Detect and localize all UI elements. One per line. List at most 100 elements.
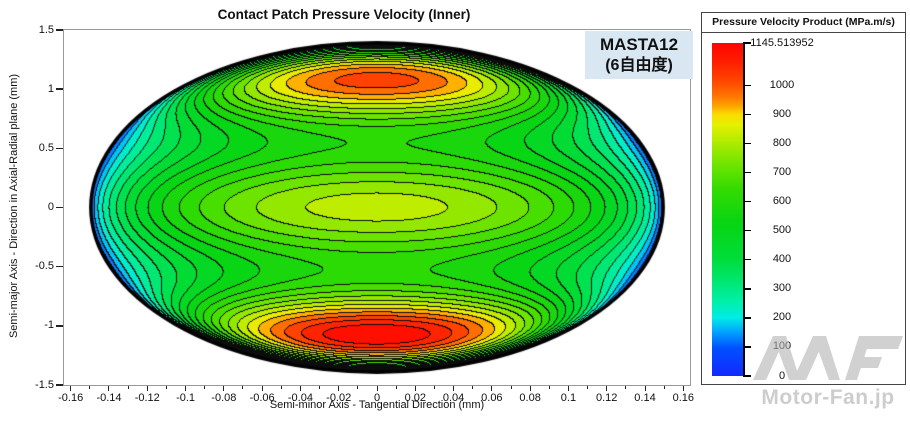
colorbar-tick [744, 229, 751, 232]
x-axis-tick-label: -0.08 [211, 392, 237, 404]
colorbar-tick-label: 0 [778, 369, 786, 382]
x-axis-tick-label: 0.06 [481, 392, 503, 404]
y-axis-tick-label: -0.5 [35, 260, 54, 273]
x-axis-tick [223, 386, 225, 391]
x-axis-tick-label: -0.02 [326, 392, 352, 404]
x-axis-minor-tick [127, 386, 129, 389]
x-axis-tick [146, 386, 148, 391]
colorbar-tick-label: 1145.513952 [750, 36, 814, 49]
x-axis-minor-tick [472, 386, 474, 389]
colorbar-gradient [712, 43, 743, 376]
y-axis-tick [56, 147, 63, 150]
x-axis-tick-label: -0.04 [287, 392, 313, 404]
x-axis-minor-tick [663, 386, 665, 389]
colorbar-tick-label: 300 [772, 282, 792, 295]
x-axis-minor-tick [625, 386, 627, 389]
x-axis-minor-tick [204, 386, 206, 389]
x-axis-minor-tick [357, 386, 359, 389]
x-axis-tick [644, 386, 646, 391]
chart-title: Contact Patch Pressure Velocity (Inner) [217, 7, 471, 22]
x-axis-tick [682, 386, 684, 391]
colorbar-tick-label: 400 [772, 253, 792, 266]
y-axis-tick-label: 0.5 [38, 141, 54, 154]
colorbar-tick-label: 100 [772, 340, 792, 353]
colorbar-tick [744, 113, 751, 116]
plot-area [63, 29, 691, 386]
y-axis-tick [56, 384, 63, 386]
y-axis-tick [56, 88, 63, 90]
x-axis-minor-tick [433, 386, 435, 389]
x-axis-minor-tick [587, 386, 589, 389]
colorbar-tick [744, 288, 751, 290]
y-axis-tick [56, 29, 63, 31]
colorbar-axis-line [743, 42, 745, 377]
x-axis-tick [453, 386, 455, 391]
masta-annotation-box: MASTA12 (6自由度) [585, 31, 693, 79]
x-axis-tick [491, 386, 493, 391]
x-axis-tick [299, 386, 301, 391]
x-axis-tick-label: 0.04 [442, 392, 465, 404]
x-axis-tick-label: -0.14 [96, 392, 122, 404]
masta-annotation-line2: (6自由度) [605, 57, 673, 74]
colorbar-tick [744, 317, 751, 319]
x-axis-minor-tick [548, 386, 550, 389]
x-axis-tick-label: 0 [373, 392, 381, 404]
x-axis-minor-tick [395, 386, 397, 389]
x-axis-tick [414, 386, 416, 391]
x-axis-tick-label: -0.12 [134, 392, 160, 404]
colorbar-tick [744, 171, 751, 174]
x-axis-tick [108, 386, 110, 391]
x-axis-tick [529, 386, 531, 391]
contour-canvas [64, 30, 690, 385]
watermark-text: Motor-Fan.jp [761, 386, 895, 409]
colorbar-tick-label: 900 [772, 107, 792, 120]
colorbar-tick-label: 700 [772, 166, 792, 178]
colorbar-tick [744, 200, 751, 203]
colorbar-tick-label: 600 [772, 195, 792, 208]
colorbar-tick-label: 500 [772, 224, 792, 237]
x-axis-minor-tick [242, 386, 244, 389]
colorbar-tick [744, 84, 751, 87]
x-axis-tick-label: -0.16 [58, 392, 84, 404]
colorbar-tick [744, 42, 751, 44]
x-axis-tick-label: 0.02 [404, 392, 426, 404]
x-axis-minor-tick [510, 386, 512, 389]
y-axis-tick-label: -1.5 [35, 378, 54, 391]
x-axis-minor-tick [319, 386, 321, 389]
x-axis-tick-label: 0.08 [519, 392, 541, 404]
x-axis-tick-label: 0.14 [634, 392, 656, 404]
y-axis-tick-label: 1 [47, 82, 54, 95]
colorbar-tick [744, 258, 751, 261]
x-axis-tick [606, 386, 608, 391]
y-axis-tick-label: 1.5 [38, 23, 54, 36]
y-axis-tick [56, 265, 63, 268]
x-axis-tick [567, 386, 569, 391]
y-axis-tick-label: 0 [47, 201, 54, 213]
masta-annotation-line1: MASTA12 [599, 35, 679, 54]
x-axis-tick-label: 0.1 [560, 392, 577, 404]
x-axis-tick [70, 386, 72, 391]
x-axis-minor-tick [89, 386, 91, 389]
x-axis-tick [261, 386, 263, 391]
x-axis-minor-tick [280, 386, 282, 389]
x-axis-minor-tick [165, 386, 167, 389]
y-axis-tick-label: -1 [44, 319, 54, 332]
colorbar-tick-label: 800 [772, 136, 792, 149]
x-axis-tick-label: 0.12 [596, 392, 618, 404]
x-axis-tick-label: -0.1 [176, 392, 196, 404]
colorbar-tick [744, 375, 751, 377]
x-axis-title: Semi-minor Axis - Tangential Direction (… [269, 399, 485, 411]
colorbar-tick [744, 346, 751, 348]
colorbar-tick-label: 1000 [769, 78, 795, 91]
x-axis-tick-label: -0.06 [249, 392, 275, 404]
x-axis-tick-label: 0.16 [672, 392, 694, 404]
colorbar-panel: Pressure Velocity Product (MPa.m/s) 1145… [701, 12, 906, 385]
y-axis-tick [56, 206, 63, 209]
colorbar-header: Pressure Velocity Product (MPa.m/s) [702, 13, 905, 33]
y-axis-tick [56, 325, 63, 327]
colorbar-tick-label: 200 [772, 311, 792, 324]
x-axis-tick [185, 386, 187, 391]
colorbar-tick [744, 142, 751, 145]
x-axis-tick [376, 386, 378, 391]
